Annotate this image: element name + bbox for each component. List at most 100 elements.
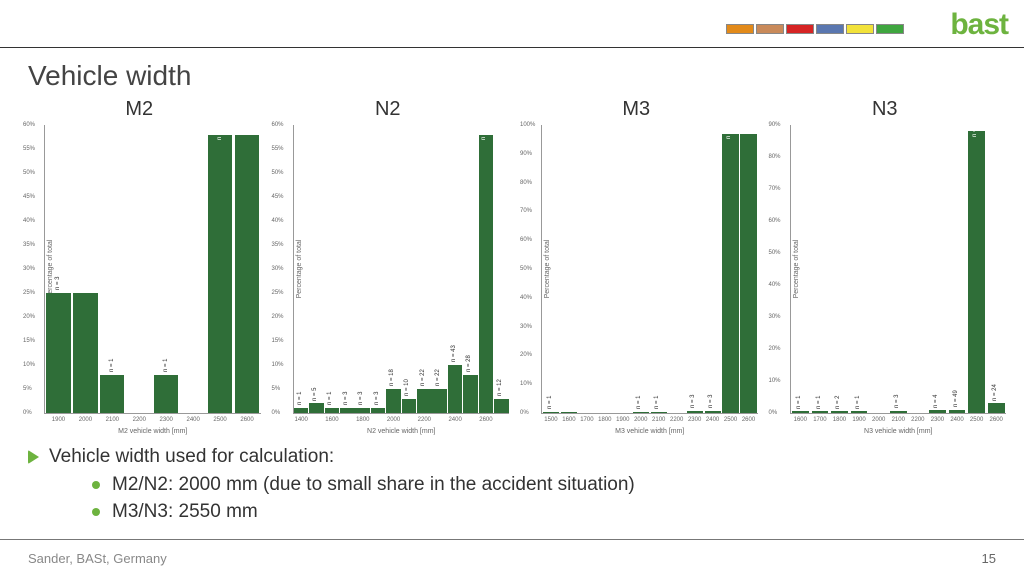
y-tick: 5% [272, 386, 281, 392]
charts-container: M2Percentage of totalM2 vehicle width [m… [18, 98, 1006, 438]
bar-n-label: n = 1 [654, 395, 660, 409]
bar [340, 408, 355, 413]
bar [479, 135, 494, 413]
color-chip [876, 24, 904, 34]
x-axis-label: N2 vehicle width [mm] [367, 428, 435, 435]
x-tick: 2200 [670, 417, 683, 423]
bar [371, 408, 386, 413]
bar [812, 411, 829, 413]
color-chip [786, 24, 814, 34]
y-tick: 35% [23, 242, 35, 248]
y-tick: 20% [520, 352, 532, 358]
bar [633, 412, 649, 413]
bar-n-label: n = 7 [217, 127, 223, 141]
y-tick: 0% [23, 410, 32, 416]
x-tick: 2600 [742, 417, 755, 423]
y-tick: 15% [272, 338, 284, 344]
chart-plot: Percentage of totalM3 vehicle width [mm]… [541, 125, 758, 414]
x-tick: 1900 [616, 417, 629, 423]
bullet-item: M3/N3: 2550 mm [92, 499, 996, 526]
x-tick: 2000 [872, 417, 885, 423]
chart-panel: M2Percentage of totalM2 vehicle width [m… [18, 98, 261, 438]
y-axis-label: Percentage of total [295, 240, 302, 299]
y-tick: 10% [769, 378, 781, 384]
x-tick: 1600 [325, 417, 338, 423]
y-tick: 60% [272, 122, 284, 128]
y-tick: 40% [769, 282, 781, 288]
x-tick: 2100 [652, 417, 665, 423]
bar-n-label: n = 3 [690, 395, 696, 409]
bar [432, 389, 447, 413]
bar [46, 293, 70, 413]
x-tick: 2500 [724, 417, 737, 423]
y-tick: 25% [23, 290, 35, 296]
bar [890, 411, 907, 413]
y-axis-label: Percentage of total [544, 240, 551, 299]
bar [831, 411, 848, 413]
x-tick: 1900 [52, 417, 65, 423]
x-axis-label: M2 vehicle width [mm] [118, 428, 187, 435]
y-tick: 40% [23, 218, 35, 224]
bar [294, 408, 309, 413]
bar [309, 403, 324, 413]
y-tick: 0% [520, 410, 529, 416]
bar [543, 412, 559, 413]
bar-n-label: n = 3 [343, 392, 349, 406]
bar [561, 412, 577, 413]
y-tick: 30% [23, 266, 35, 272]
bar-n-label: n = 4 [933, 394, 939, 408]
color-chip-row [726, 24, 904, 34]
x-tick: 1900 [852, 417, 865, 423]
bar-n-label: n = 239 [481, 120, 487, 140]
bullet-heading: Vehicle width used for calculation: [49, 446, 334, 468]
bullet-heading-row: Vehicle width used for calculation: [28, 446, 996, 468]
y-tick: 50% [769, 250, 781, 256]
y-tick: 80% [769, 154, 781, 160]
bar-n-label: n = 22 [435, 369, 441, 386]
bar-n-label: n = 49 [953, 390, 959, 407]
y-tick: 10% [23, 362, 35, 368]
bar-n-label: n = 451 [726, 119, 732, 139]
footer-author: Sander, BASt, Germany [28, 551, 167, 566]
footer-page: 15 [982, 551, 996, 566]
bottom-rule [0, 539, 1024, 540]
bar [792, 411, 809, 413]
bar [386, 389, 401, 413]
y-tick: 50% [272, 170, 284, 176]
y-tick: 50% [520, 266, 532, 272]
chart-title: N2 [267, 98, 510, 121]
y-tick: 20% [769, 346, 781, 352]
y-tick: 70% [520, 208, 532, 214]
x-axis-label: M3 vehicle width [mm] [615, 428, 684, 435]
bar [100, 375, 124, 413]
bar-n-label: n = 1 [163, 358, 169, 372]
bar [740, 134, 756, 413]
chart-panel: N3Percentage of totalN3 vehicle width [m… [764, 98, 1007, 438]
bar-n-label: n = 3 [55, 277, 61, 291]
bar [651, 412, 667, 413]
bullet-text: M3/N3: 2550 mm [112, 499, 258, 526]
bar [402, 399, 417, 413]
x-tick: 2600 [479, 417, 492, 423]
x-tick: 2000 [634, 417, 647, 423]
y-tick: 30% [272, 266, 284, 272]
bar [325, 408, 340, 413]
x-tick: 2400 [950, 417, 963, 423]
y-tick: 70% [769, 186, 781, 192]
y-tick: 25% [272, 290, 284, 296]
bar [154, 375, 178, 413]
y-tick: 90% [520, 151, 532, 157]
x-tick: 2400 [448, 417, 461, 423]
bar [968, 131, 985, 413]
y-tick: 20% [272, 314, 284, 320]
bar [355, 408, 370, 413]
bar-n-label: n = 1 [796, 395, 802, 409]
bar [949, 410, 966, 413]
bar-n-label: n = 839 [972, 117, 978, 137]
x-tick: 1400 [295, 417, 308, 423]
bar-n-label: n = 2 [835, 395, 841, 409]
bar [722, 134, 738, 413]
y-tick: 60% [520, 237, 532, 243]
page-title: Vehicle width [28, 60, 191, 92]
x-tick: 2400 [706, 417, 719, 423]
